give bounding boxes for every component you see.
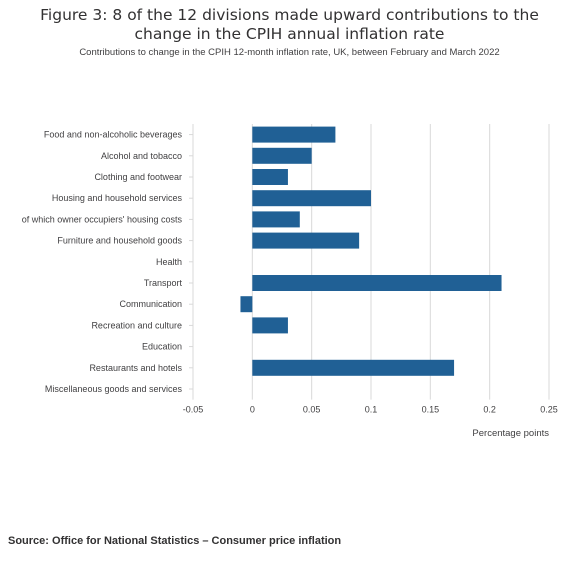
bar <box>252 169 288 185</box>
category-label: of which owner occupiers' housing costs <box>22 214 183 224</box>
chart-title: Figure 3: 8 of the 12 divisions made upw… <box>40 6 539 43</box>
tick-labels: -0.05 0 0.05 0.1 0.15 0.2 0.25 <box>183 405 558 415</box>
grid-lines <box>189 124 550 400</box>
category-label: Education <box>142 342 182 352</box>
category-label: Miscellaneous goods and services <box>45 384 183 394</box>
bars <box>240 126 502 376</box>
bar <box>252 211 300 228</box>
source-note: Source: Office for National Statistics –… <box>8 535 342 547</box>
x-tick-label: 0.1 <box>365 405 378 415</box>
bar <box>252 359 455 376</box>
x-tick-label: 0.05 <box>303 405 321 415</box>
category-label: Clothing and footwear <box>94 172 182 182</box>
category-label: Housing and household services <box>52 193 183 203</box>
x-tick-label: 0.25 <box>540 405 558 415</box>
x-tick-label: 0 <box>250 405 255 415</box>
category-label: Communication <box>119 299 182 309</box>
category-label: Food and non-alcoholic beverages <box>44 130 183 140</box>
x-tick-label: -0.05 <box>183 405 204 415</box>
bar <box>252 147 312 164</box>
chart-subtitle: Contributions to change in the CPIH 12-m… <box>79 47 500 58</box>
bar <box>252 232 360 249</box>
category-label: Recreation and culture <box>91 320 182 330</box>
category-label: Alcohol and tobacco <box>101 151 182 161</box>
bar <box>252 275 502 291</box>
category-label: Health <box>156 257 182 267</box>
x-tick-label: 0.2 <box>483 405 496 415</box>
bar <box>240 296 253 313</box>
category-label: Restaurants and hotels <box>89 363 182 373</box>
bar <box>252 317 288 334</box>
category-label: Furniture and household goods <box>57 236 182 246</box>
x-tick-label: 0.15 <box>422 405 440 415</box>
category-labels: Food and non-alcoholic beverages Alcohol … <box>22 130 183 394</box>
bar <box>252 126 336 143</box>
bar <box>252 190 371 207</box>
category-label: Transport <box>144 278 183 288</box>
x-axis-label: Percentage points <box>472 428 549 439</box>
